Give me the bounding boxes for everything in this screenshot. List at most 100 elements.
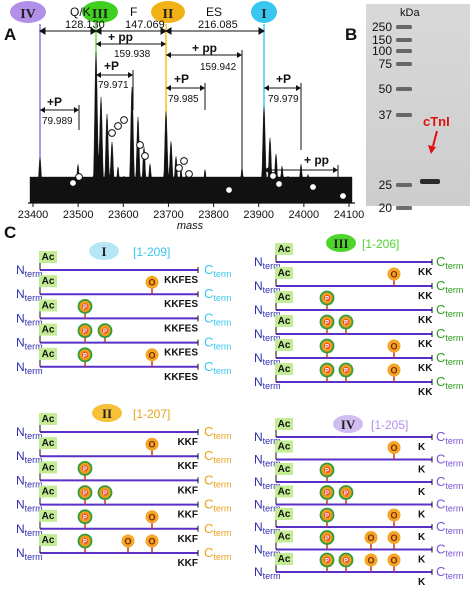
acetyl-box [39,347,57,360]
n-term-label: Nterm [16,522,43,538]
phospho-circle [175,164,183,172]
acetyl-box [275,315,293,327]
gel-image [366,4,470,206]
acetyl-label: Ac [42,300,55,311]
shift-p2: 79.971 [98,80,129,91]
badge-iv-text: IV [20,7,36,22]
acetyl-label: Ac [42,325,55,336]
group-header: IV [1-205] [333,415,408,433]
n-term-label: Nterm [16,473,43,489]
o-modification-label: O [148,440,155,450]
group-badge [89,242,119,260]
badge-iv: IV [10,1,46,23]
acetyl-label: Ac [278,419,291,430]
gel-marker-band [396,49,412,53]
n-term-label: Nterm [254,303,281,319]
schematic-row: Nterm Cterm KKF Ac P O [16,509,231,545]
phosphorylation-core [324,534,330,541]
phospho-circle [141,152,149,160]
phospho-circle [309,183,317,191]
c-terminal-residues: KK [418,339,433,350]
phosphorylation-core [82,465,88,472]
group-badge [333,415,363,433]
o-modification-label: O [367,556,374,566]
c-terminal-residues: K [418,510,426,521]
phospho-circle [269,172,277,180]
o-modification-site [387,441,401,454]
acetyl-box [39,323,57,336]
acetyl-box [275,339,293,351]
n-term-label: Nterm [16,360,43,376]
c-term-label: Cterm [204,472,231,489]
gel-marker-band [396,25,412,29]
c-terminal-residues: KKFES [164,348,198,359]
phosphorylation-label: P [83,305,87,311]
shift-p4: 79.979 [268,94,299,105]
c-term-label: Cterm [436,452,463,469]
n-term-label: Nterm [254,255,281,271]
gel-marker-band [396,62,412,66]
c-terminal-residues: KK [418,315,433,326]
shift-annotations: +P 79.989 + pp 159.938 +P 79.971 +P 79.9… [40,30,339,200]
gel-marker-label: 25 [379,178,393,192]
group-roman: IV [341,417,356,432]
phosphorylation-core [82,351,88,358]
phosphorylation-label: P [325,345,329,351]
plus-p-2: +P [104,59,119,73]
acetyl-box [39,413,57,425]
gel-marker-band [396,113,412,117]
o-modification-label: O [148,278,155,288]
phosphorylation-label: P [83,329,87,335]
c-term-label: Cterm [204,521,231,538]
o-modification-site [387,339,401,353]
n-term-label: Nterm [16,449,43,465]
c-terminal-residues: K [418,442,426,453]
phospho-circle [185,170,193,178]
acetyl-label: Ac [278,244,291,255]
o-modification-site [387,531,401,544]
group-roman: I [101,244,106,259]
group-badge [326,234,356,252]
o-modification-site [364,553,378,567]
o-modification-site [145,275,159,289]
schematic-row: Nterm Cterm K Ac O [254,440,463,476]
c-terminal-residues: KKFES [164,372,198,383]
acetyl-box [39,461,57,474]
c-term-label: Cterm [204,335,231,352]
c-terminal-residues: KKFES [164,275,198,286]
phosphorylation-core [82,513,88,520]
c-terminal-residues: K [418,487,426,498]
c-term-label: Cterm [204,448,231,465]
schematic-row: Nterm Cterm KKFES Ac P O [16,347,231,383]
shift-pp1: 159.938 [114,49,151,60]
phosphorylation-core [343,319,349,325]
schematic-row: Nterm Cterm KKFES Ac O [16,275,231,310]
cTnI-arrow [428,130,438,154]
acetyl-label: Ac [278,364,291,375]
plus-pp-3: + pp [304,153,329,167]
group-range: [1-206] [362,237,399,251]
acetyl-box [39,437,57,450]
plus-p-3: +P [174,72,189,86]
n-term-label: Nterm [254,498,281,514]
o-modification-label: O [390,556,397,566]
acetyl-box [39,251,57,263]
schematic-row: Nterm Cterm KKF Ac P P [16,485,231,521]
o-modification-site [387,363,401,377]
c-terminal-residues: K [418,555,426,566]
o-modification-site [364,531,378,544]
acetyl-box [39,299,57,312]
acetyl-label: Ac [278,292,291,303]
c-terminal-residues: KK [418,291,433,302]
acetyl-box [275,530,293,543]
group-header: III [1-206] [326,234,399,252]
o-modification-site [145,348,159,362]
phospho-circle [120,116,128,124]
x-tick-label: 23800 [198,209,229,221]
o-modification-label: O [390,511,397,521]
phosphorylation-core [82,303,88,310]
schematic-row: Nterm Cterm KKF Ac O [16,437,231,472]
gel-marker-band [396,206,412,210]
phosphorylation-core [343,367,349,373]
x-tick-label: 23900 [243,209,274,221]
